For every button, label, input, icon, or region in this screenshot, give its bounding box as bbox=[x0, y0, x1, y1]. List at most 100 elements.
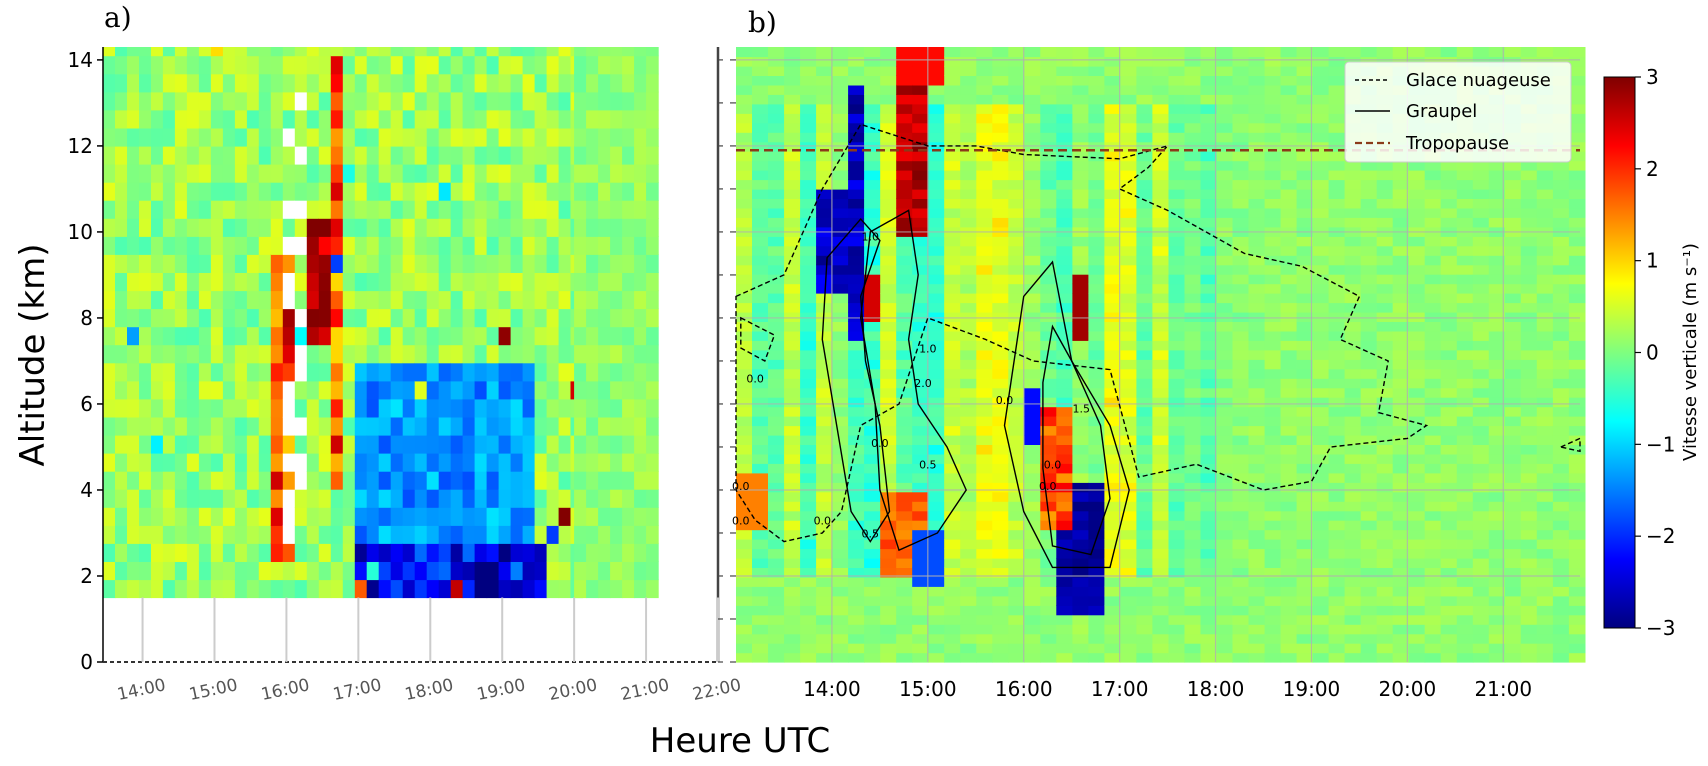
panel-b-cell bbox=[1376, 416, 1394, 427]
panel-b-cell bbox=[1456, 567, 1474, 578]
panel-b-cell bbox=[800, 643, 817, 654]
panel-a-cell bbox=[574, 236, 587, 255]
panel-b-cell bbox=[992, 113, 1009, 124]
panel-b-cell bbox=[1440, 444, 1458, 455]
panel-b-cell bbox=[1248, 643, 1266, 654]
panel-b-cell bbox=[832, 113, 849, 124]
panel-b-cell bbox=[1168, 434, 1186, 445]
panel-b-cell bbox=[1232, 444, 1250, 455]
panel-b-cell bbox=[1088, 359, 1105, 370]
panel-a-cell bbox=[402, 200, 416, 219]
panel-a-cell bbox=[586, 91, 599, 111]
panel-b-cell bbox=[800, 56, 817, 67]
panel-a-cell bbox=[390, 47, 404, 57]
panel-b-cell bbox=[1088, 198, 1105, 209]
panel-b-cell bbox=[1216, 321, 1234, 332]
panel-b-cell bbox=[1072, 434, 1089, 445]
panel-a-cell bbox=[610, 127, 623, 147]
panel-a-cell bbox=[282, 290, 296, 310]
panel-b-cell bbox=[1504, 397, 1522, 408]
panel-b-cell bbox=[816, 614, 833, 625]
panel-b-cell bbox=[1472, 557, 1490, 568]
graupel-contour bbox=[1003, 260, 1130, 569]
panel-b-cell bbox=[1120, 378, 1137, 389]
panel-b-cell bbox=[1072, 75, 1089, 86]
panel-b-cell bbox=[1392, 472, 1410, 483]
panel-b-cell bbox=[1296, 122, 1314, 133]
ice-contour bbox=[740, 316, 776, 362]
panel-b-cell bbox=[1248, 84, 1266, 95]
panel-b-cell bbox=[1104, 501, 1121, 512]
panel-b-cell bbox=[1168, 311, 1186, 322]
panel-b-cell bbox=[1040, 425, 1057, 436]
panel-b-cell bbox=[1024, 539, 1041, 550]
panel-b-cell bbox=[896, 557, 913, 568]
panel-b-cell bbox=[1216, 217, 1234, 228]
panel-b-cell bbox=[1136, 359, 1153, 370]
panel-b-cell bbox=[1216, 595, 1234, 606]
panel-b-cell bbox=[1216, 311, 1234, 322]
panel-a-cell bbox=[127, 453, 140, 472]
panel-b-cell bbox=[1008, 624, 1025, 635]
panel-a-cell bbox=[378, 380, 392, 400]
panel-b-cell bbox=[1376, 633, 1394, 644]
panel-a-cell bbox=[174, 453, 188, 472]
panel-a-cell bbox=[586, 55, 599, 75]
panel-b-cell bbox=[992, 160, 1009, 171]
panel-a-cell bbox=[546, 398, 560, 418]
panel-b-cell bbox=[1552, 378, 1570, 389]
panel-b-cell bbox=[1456, 595, 1474, 606]
panel-b-cell bbox=[1216, 47, 1234, 58]
panel-b-cell bbox=[880, 434, 897, 445]
panel-a-cell bbox=[306, 47, 320, 57]
panel-b-cell bbox=[944, 255, 961, 266]
panel-a-cell bbox=[282, 344, 296, 364]
panel-b-cell bbox=[880, 482, 897, 493]
panel-b-cell bbox=[1328, 198, 1346, 209]
panel-b-cell bbox=[1232, 141, 1250, 152]
panel-a-cell bbox=[402, 91, 416, 111]
panel-a-cell bbox=[486, 91, 500, 111]
panel-b-cell bbox=[1488, 643, 1506, 654]
panel-b-cell bbox=[1552, 463, 1570, 474]
panel-b-cell bbox=[848, 482, 865, 493]
panel-b-cell bbox=[1088, 170, 1105, 181]
panel-b-cell bbox=[1152, 349, 1169, 360]
panel-a-cell bbox=[127, 127, 140, 147]
panel-a-cell bbox=[510, 290, 524, 310]
panel-b-cell bbox=[1280, 94, 1298, 105]
panel-a-cell bbox=[414, 326, 428, 346]
panel-a-cell bbox=[438, 218, 452, 237]
panel-b-cell bbox=[1152, 624, 1169, 635]
panel-b-cell bbox=[896, 65, 913, 76]
panel-b-cell bbox=[1568, 217, 1586, 228]
panel-b-cell bbox=[1344, 217, 1362, 228]
panel-b-cell bbox=[1360, 463, 1378, 474]
panel-a-cell bbox=[139, 127, 152, 147]
panel-b-cell bbox=[1392, 416, 1410, 427]
panel-b-cell bbox=[1408, 416, 1426, 427]
panel-b-cell bbox=[1008, 614, 1025, 625]
panel-b-cell bbox=[1520, 387, 1538, 398]
panel-b-cell bbox=[1216, 283, 1234, 294]
panel-b-cell bbox=[1104, 548, 1121, 559]
panel-b-cell bbox=[944, 141, 961, 152]
panel-b-cell bbox=[928, 595, 945, 606]
panel-b-cell bbox=[960, 170, 977, 181]
panel-b-cell bbox=[1024, 491, 1041, 502]
panel-b-cell bbox=[976, 425, 993, 436]
panel-b-cell bbox=[1424, 170, 1442, 181]
panel-b-cell bbox=[880, 179, 897, 190]
panel-b-cell bbox=[832, 141, 849, 152]
panel-a-cell bbox=[151, 55, 164, 75]
panel-b-cell bbox=[1488, 605, 1506, 616]
panel-b-cell bbox=[1200, 586, 1218, 597]
panel-a-cell bbox=[610, 525, 623, 544]
panel-b-cell bbox=[1488, 236, 1506, 247]
panel-a-cell bbox=[342, 290, 356, 310]
panel-b-cell bbox=[976, 501, 993, 512]
panel-b-cell bbox=[752, 643, 769, 654]
panel-b-cell bbox=[944, 179, 961, 190]
panel-a-cell bbox=[586, 200, 599, 219]
panel-b-cell bbox=[784, 416, 801, 427]
